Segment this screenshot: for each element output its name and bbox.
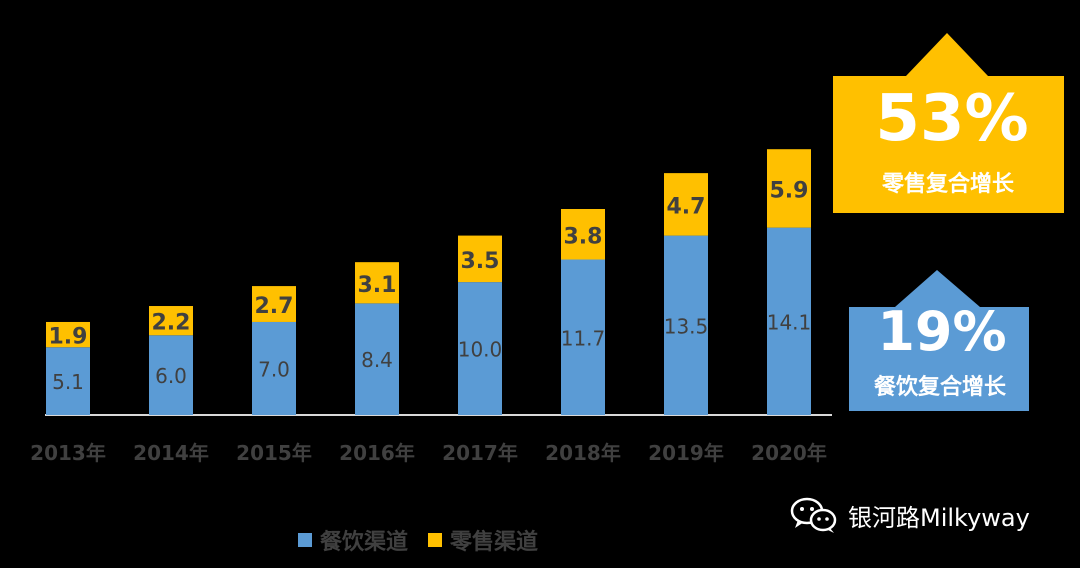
data-label-food-service-7: 14.1 xyxy=(767,310,812,334)
bar-retail-4 xyxy=(458,235,502,283)
x-tick-label-7: 2020年 xyxy=(751,441,827,465)
legend-swatch-retail xyxy=(428,533,443,547)
retail-callout-shape xyxy=(833,33,1064,213)
bar-food-service-0 xyxy=(46,347,90,415)
x-tick-label-4: 2017年 xyxy=(442,441,518,465)
legend-item-retail: 零售渠道 xyxy=(428,524,538,556)
x-tick-label-2: 2015年 xyxy=(236,441,312,465)
food-service-growth-callout: 19% 餐饮复合增长 xyxy=(849,270,1029,411)
bar-food-service-1 xyxy=(149,335,193,415)
data-label-food-service-1: 6.0 xyxy=(155,364,187,388)
bar-retail-5 xyxy=(561,209,605,260)
bar-retail-2 xyxy=(252,286,296,322)
retail-growth-value: 53% xyxy=(875,82,1028,156)
legend-item-food-service: 餐饮渠道 xyxy=(298,524,408,556)
data-label-retail-3: 3.1 xyxy=(358,273,397,298)
x-tick-label-6: 2019年 xyxy=(648,441,724,465)
legend-swatch-food-service xyxy=(298,533,312,547)
watermark: 银河路Milkyway xyxy=(790,496,1030,534)
bar-food-service-5 xyxy=(561,259,605,415)
food-service-callout-shape xyxy=(849,270,1029,411)
data-label-food-service-6: 13.5 xyxy=(664,314,709,338)
bar-retail-7 xyxy=(767,149,811,228)
data-label-retail-1: 2.2 xyxy=(152,311,191,336)
legend-label-food-service: 餐饮渠道 xyxy=(320,530,409,555)
retail-growth-label: 零售复合增长 xyxy=(881,171,1015,197)
data-label-food-service-5: 11.7 xyxy=(561,326,606,350)
x-tick-label-3: 2016年 xyxy=(339,441,415,465)
food-service-growth-value: 19% xyxy=(877,300,1006,363)
data-label-retail-0: 1.9 xyxy=(49,325,88,350)
data-label-food-service-0: 5.1 xyxy=(52,370,84,394)
food-service-growth-label: 餐饮复合增长 xyxy=(874,374,1007,400)
data-label-food-service-4: 10.0 xyxy=(458,338,503,362)
wechat-icon xyxy=(790,497,837,533)
data-label-food-service-3: 8.4 xyxy=(361,348,393,372)
data-label-food-service-2: 7.0 xyxy=(258,357,290,381)
x-tick-label-5: 2018年 xyxy=(545,441,621,465)
x-tick-labels: 2013年 2014年 2015年 2016年 2017年 2018年 2019年 2020年 xyxy=(30,441,827,465)
data-label-retail-2: 2.7 xyxy=(255,294,294,319)
bars-group: 5.1 1.9 6.0 2.2 7.0 2.7 8.4 3.1 10.0 3.5 11.7 3.8 13… xyxy=(46,149,811,415)
bar-retail-6 xyxy=(664,173,708,236)
data-label-retail-4: 3.5 xyxy=(461,249,500,274)
data-label-retail-5: 3.8 xyxy=(564,224,603,249)
legend-label-retail: 零售渠道 xyxy=(450,530,539,555)
bar-retail-0 xyxy=(46,321,90,348)
x-tick-label-1: 2014年 xyxy=(133,441,209,465)
data-label-retail-7: 5.9 xyxy=(770,178,809,203)
bar-retail-3 xyxy=(355,262,399,304)
bar-food-service-3 xyxy=(355,303,399,415)
x-tick-label-0: 2013年 xyxy=(30,441,106,465)
retail-growth-callout: 53% 零售复合增长 xyxy=(833,33,1064,213)
bar-food-service-2 xyxy=(252,321,296,415)
data-label-retail-6: 4.7 xyxy=(667,194,706,219)
chart-legend: 餐饮渠道 零售渠道 xyxy=(298,524,538,556)
bar-food-service-7 xyxy=(767,227,811,415)
watermark-text: 银河路Milkyway xyxy=(848,503,1030,532)
bar-food-service-6 xyxy=(664,235,708,415)
bar-food-service-4 xyxy=(458,282,502,415)
bar-retail-1 xyxy=(149,306,193,336)
